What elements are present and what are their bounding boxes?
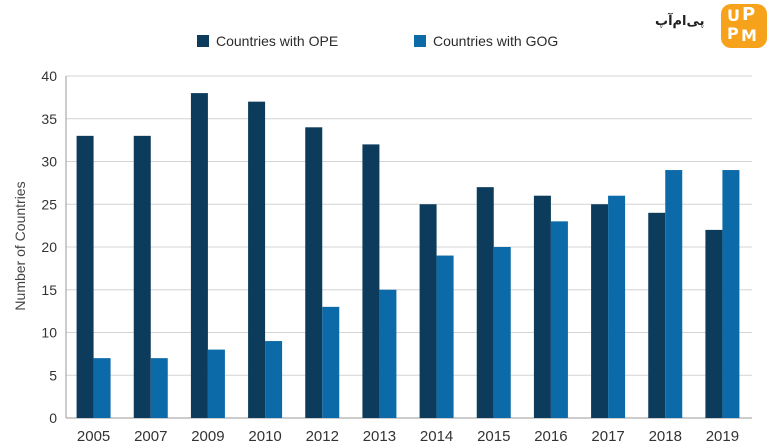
bar-ope bbox=[133, 135, 151, 418]
y-tick-label: 10 bbox=[41, 325, 57, 341]
bar-gog bbox=[322, 306, 340, 418]
x-tick-label: 2017 bbox=[591, 428, 624, 445]
bar-ope bbox=[476, 187, 494, 418]
x-tick-label: 2007 bbox=[134, 428, 167, 445]
bar-ope bbox=[591, 204, 609, 418]
bar-ope bbox=[248, 101, 266, 419]
bar-gog bbox=[550, 221, 568, 418]
bar-gog bbox=[493, 247, 511, 418]
bar-ope bbox=[190, 93, 208, 418]
x-tick-label: 2009 bbox=[191, 428, 224, 445]
y-tick-label: 35 bbox=[41, 111, 57, 127]
watermark-logo: پی‌ام‌آپ U P P M bbox=[655, 4, 767, 48]
grid-lines bbox=[65, 75, 752, 419]
x-axis-ticks: 2005 2007 2009 2010 2012 2013 2014 2015 2016 2017… bbox=[77, 428, 739, 445]
watermark-text: پی‌ام‌آپ bbox=[655, 14, 705, 29]
y-tick-label: 30 bbox=[41, 154, 57, 170]
badge-letter: P bbox=[727, 24, 739, 43]
y-tick-label: 25 bbox=[41, 196, 57, 212]
legend-label-ope: Countries with OPE bbox=[216, 33, 339, 49]
y-tick-label: 40 bbox=[41, 68, 57, 84]
bar-ope bbox=[362, 144, 380, 418]
bar-gog bbox=[436, 255, 454, 418]
y-axis-ticks: 0 5 10 15 20 25 30 35 40 bbox=[41, 68, 57, 426]
x-tick-label: 2014 bbox=[420, 428, 453, 445]
x-tick-label: 2019 bbox=[706, 428, 739, 445]
bar-ope bbox=[648, 212, 666, 418]
legend-label-gog: Countries with GOG bbox=[433, 33, 559, 49]
y-tick-label: 5 bbox=[49, 367, 57, 383]
bar-gog bbox=[150, 358, 168, 418]
bar-gog bbox=[93, 358, 111, 418]
bar-gog bbox=[665, 170, 683, 418]
bar-gog bbox=[722, 170, 740, 418]
legend-item-gog: Countries with GOG bbox=[414, 33, 558, 49]
y-tick-label: 20 bbox=[41, 239, 57, 255]
x-tick-label: 2018 bbox=[649, 428, 682, 445]
x-tick-label: 2012 bbox=[306, 428, 339, 445]
y-tick-label: 15 bbox=[41, 282, 57, 298]
bar-gog bbox=[265, 341, 283, 418]
bar-ope bbox=[705, 229, 723, 418]
bar-ope bbox=[533, 195, 551, 418]
legend-item-ope: Countries with OPE bbox=[197, 33, 338, 49]
bar-ope bbox=[76, 135, 94, 418]
bar-ope bbox=[419, 204, 437, 418]
legend-swatch-gog bbox=[414, 35, 426, 47]
x-tick-label: 2005 bbox=[77, 428, 110, 445]
x-tick-label: 2010 bbox=[248, 428, 281, 445]
bar-gog bbox=[207, 349, 225, 418]
watermark-badge: U P P M bbox=[721, 4, 767, 48]
badge-letter: P bbox=[742, 4, 756, 25]
x-tick-label: 2013 bbox=[363, 428, 396, 445]
legend-swatch-ope bbox=[197, 35, 209, 47]
bar-gog bbox=[608, 195, 626, 418]
bar-ope bbox=[305, 127, 323, 419]
x-tick-label: 2016 bbox=[534, 428, 567, 445]
y-tick-label: 0 bbox=[49, 410, 57, 426]
y-axis-label: Number of Countries bbox=[12, 181, 28, 310]
x-tick-label: 2015 bbox=[477, 428, 510, 445]
bar-gog bbox=[379, 289, 397, 418]
bars bbox=[76, 93, 740, 419]
badge-letter: M bbox=[741, 26, 757, 45]
badge-letter: U bbox=[727, 6, 740, 25]
